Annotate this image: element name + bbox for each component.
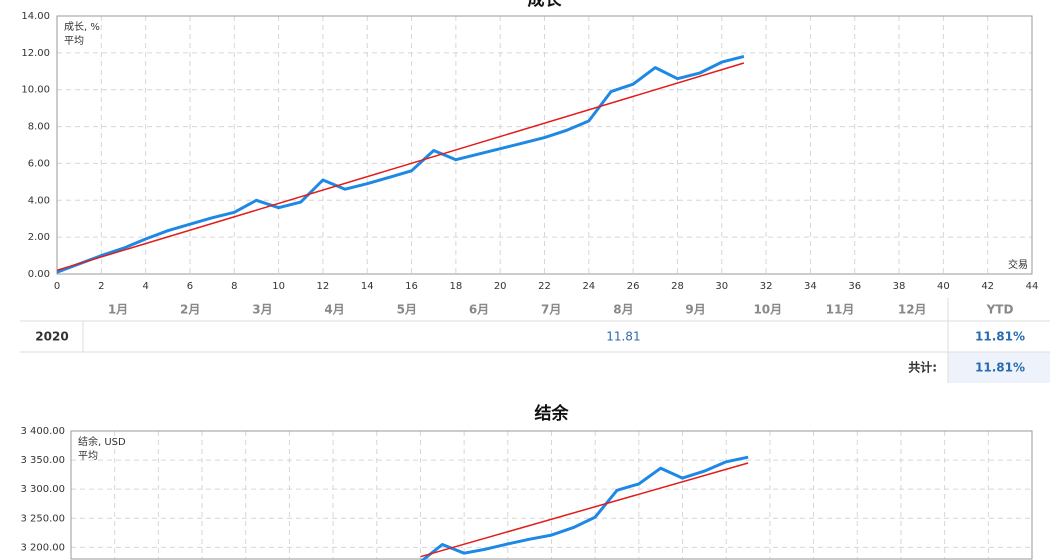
x-tick-label: 8: [231, 281, 237, 292]
x-tick-label: 4: [142, 281, 148, 292]
row-year: 2020: [35, 330, 68, 344]
x-tick-label: 2: [98, 281, 104, 292]
x-tick-label: 32: [760, 281, 773, 292]
table-bg: [20, 298, 1050, 384]
x-axis-label: 交易: [1008, 258, 1028, 271]
month-header: 1月: [108, 303, 128, 317]
y-tick-label: 12.00: [21, 48, 50, 59]
legend-entry: 平均: [64, 35, 84, 47]
x-tick-label: 36: [848, 281, 861, 292]
month-header: 9月: [685, 303, 705, 317]
x-tick-label: 34: [804, 281, 817, 292]
chart-title: 成长: [528, 0, 563, 10]
month-header: 4月: [324, 303, 344, 317]
month-cell: 11.81: [606, 330, 640, 344]
x-tick-label: 14: [361, 281, 374, 292]
y-tick-label: 2.00: [28, 232, 50, 243]
series-line: [57, 62, 745, 272]
x-tick-label: 20: [494, 281, 507, 292]
series-line: [420, 455, 749, 560]
y-tick-label: 3 200.00: [20, 542, 65, 553]
month-header: 6月: [469, 303, 489, 317]
y-tick-label: 14.00: [21, 11, 50, 22]
chart-title: 结余: [535, 403, 570, 424]
x-tick-label: 38: [893, 281, 906, 292]
x-tick-label: 44: [1026, 281, 1039, 292]
y-tick-label: 4.00: [28, 195, 50, 206]
y-tick-label: 0.00: [28, 269, 50, 280]
month-header: 5月: [397, 303, 417, 317]
month-header: 3月: [252, 303, 272, 317]
total-cell-bg: [948, 352, 1050, 383]
month-header: 8月: [613, 303, 633, 317]
y-tick-label: 10.00: [21, 85, 50, 96]
x-tick-label: 30: [715, 281, 728, 292]
month-header: 12月: [898, 303, 927, 317]
legend-entry: 平均: [78, 450, 98, 462]
month-header: 2月: [180, 303, 200, 317]
ytd-header: YTD: [986, 303, 1014, 317]
x-tick-label: 24: [582, 281, 595, 292]
x-tick-label: 18: [449, 281, 462, 292]
y-tick-label: 3 350.00: [20, 455, 65, 466]
legend-entry: 结余, USD: [78, 435, 126, 448]
legend-entry: 成长, %: [64, 21, 100, 33]
x-tick-label: 0: [54, 281, 60, 292]
x-tick-label: 10: [272, 281, 285, 292]
series-line: [57, 54, 745, 274]
y-tick-label: 3 300.00: [20, 484, 65, 495]
month-header: 10月: [753, 303, 782, 317]
x-tick-label: 16: [405, 281, 418, 292]
y-tick-label: 6.00: [28, 158, 50, 169]
x-tick-label: 26: [627, 281, 640, 292]
y-tick-label: 8.00: [28, 122, 50, 133]
series-group: [57, 54, 745, 274]
series-group: [420, 455, 749, 560]
month-header: 7月: [541, 303, 561, 317]
total-value: 11.81%: [975, 361, 1025, 375]
x-tick-label: 28: [671, 281, 684, 292]
x-tick-label: 12: [317, 281, 330, 292]
month-header: 11月: [826, 303, 855, 317]
x-tick-label: 42: [981, 281, 994, 292]
plot-frame: [70, 430, 1033, 560]
x-tick-label: 22: [538, 281, 551, 292]
ytd-cell: 11.81%: [975, 330, 1025, 344]
y-tick-label: 3 250.00: [20, 513, 65, 524]
x-tick-label: 40: [937, 281, 950, 292]
series-line: [420, 462, 749, 558]
total-label: 共计:: [908, 360, 937, 375]
plot-frame: [56, 15, 1033, 275]
y-tick-label: 3 400.00: [20, 426, 65, 437]
x-tick-label: 6: [187, 281, 193, 292]
